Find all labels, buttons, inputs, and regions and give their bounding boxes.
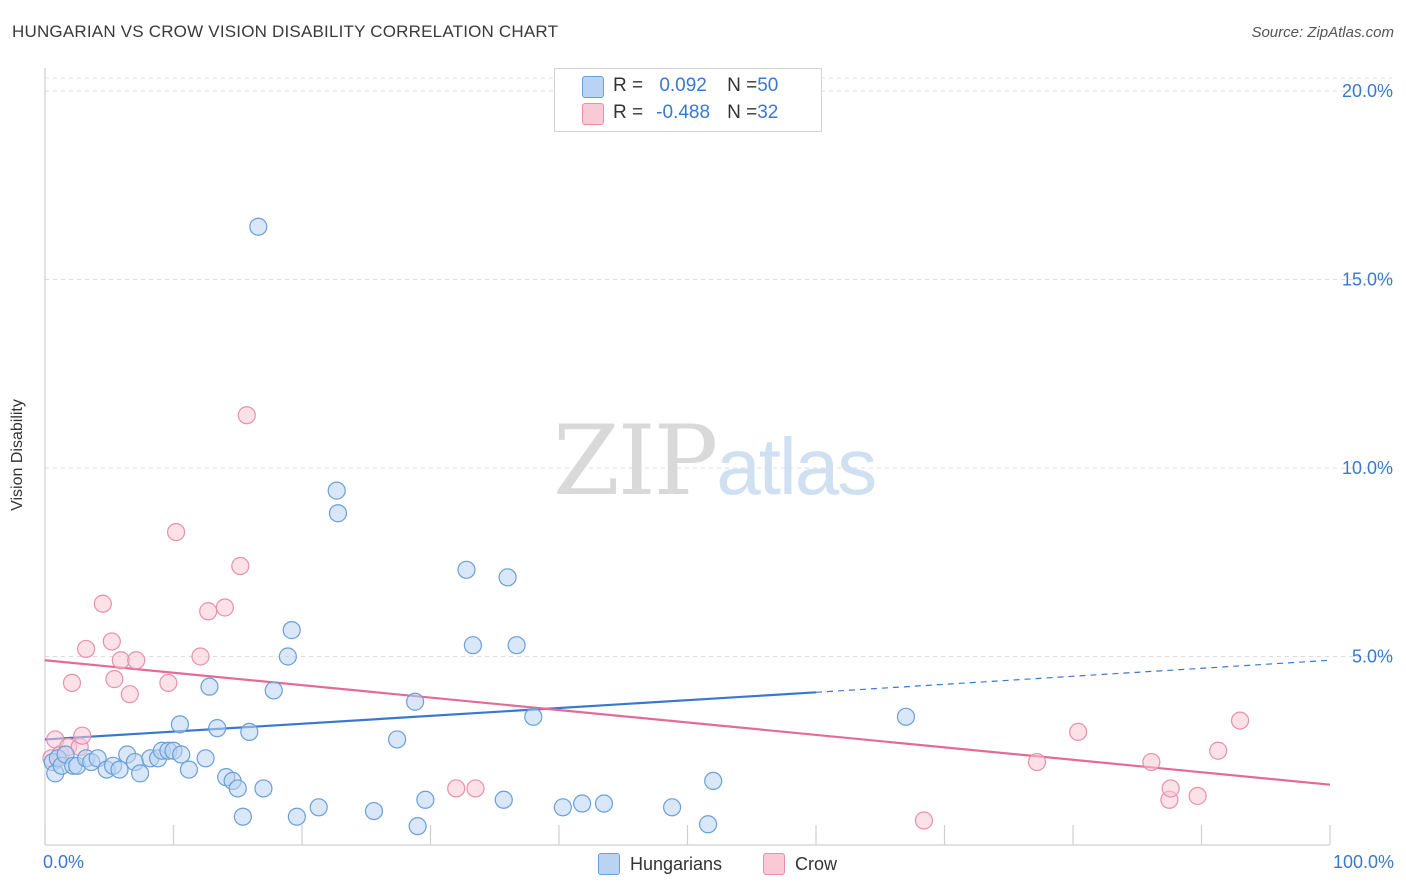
data-point-crow [231,556,250,576]
data-point-hungarians [196,749,215,768]
data-point-hungarians [287,807,306,826]
bottom-legend-crow: Crow [763,851,837,877]
legend-n-label: N = [727,75,758,96]
y-tick-label: 15.0% [1342,270,1393,290]
x-tick-label-min: 0.0% [43,852,85,872]
data-point-crow [127,651,146,670]
correlation-legend: R = 0.092 N = 50 R = -0.488 N = 32 [554,68,822,132]
data-point-hungarians [309,798,328,817]
data-point-hungarians [172,745,191,764]
data-point-crow [466,779,485,798]
bottom-legend-hungarians: Hungarians [598,851,722,877]
data-point-crow [191,647,210,666]
data-point-hungarians [240,722,259,742]
data-point-crow [77,639,96,659]
data-point-crow [105,670,124,689]
data-point-hungarians [254,779,273,798]
bottom-legend-label: Crow [795,853,838,874]
legend-n-label: N = [727,102,758,123]
data-point-hungarians [405,692,425,711]
data-point-crow [199,602,218,621]
data-point-crow [93,594,112,613]
legend-row-hungarians: R = 0.092 N = 50 [613,73,778,99]
data-point-hungarians [233,807,252,826]
data-point-hungarians [416,790,435,809]
x-tick-label-max: 100.0% [1332,852,1394,872]
legend-r-value: 0.092 [659,75,707,96]
data-point-crow [111,651,130,670]
data-point-hungarians [264,681,283,700]
data-point-hungarians [130,764,150,783]
chart-title: HUNGARIAN VS CROW VISION DISABILITY CORR… [12,22,559,41]
data-point-crow [1142,752,1161,772]
data-point-crow [1209,741,1228,760]
data-point-hungarians [249,217,268,236]
data-point-crow [914,811,934,830]
watermark-zip: ZIP [553,405,718,517]
y-tick-label: 20.0% [1342,81,1393,101]
data-point-crow [73,726,92,745]
data-point-crow [447,779,466,798]
legend-row-crow: R = -0.488 N = 32 [613,100,778,126]
data-point-crow [1230,711,1250,730]
bottom-legend-swatch-hungarians [598,853,620,875]
data-point-hungarians [200,677,219,696]
data-point-hungarians [278,647,297,666]
data-point-hungarians [498,568,517,587]
data-point-crow [62,673,82,692]
data-point-hungarians [698,815,718,834]
y-tick-label: 5.0% [1352,647,1393,667]
data-point-crow [215,598,234,617]
data-point-crow [1161,779,1180,798]
legend-n-value: 50 [757,75,779,96]
data-point-hungarians [704,771,723,791]
source-label: Source: ZipAtlas.com [1251,24,1394,41]
data-point-hungarians [387,730,407,749]
data-point-hungarians [662,798,682,817]
data-point-hungarians [110,760,129,779]
data-point-crow [159,673,178,692]
data-point-hungarians [573,794,592,813]
legend-r-label: R = [613,75,644,96]
data-point-crow [102,632,121,651]
data-point-crow [1188,786,1207,806]
legend-swatch-hungarians [582,76,604,98]
data-point-hungarians [494,790,513,809]
data-point-hungarians [457,560,476,579]
data-point-hungarians [524,707,543,726]
y-axis-label: Vision Disability [9,399,26,511]
data-point-hungarians [327,481,346,500]
data-point-hungarians [179,760,199,779]
legend-r-value: -0.488 [656,102,711,123]
data-point-hungarians [170,715,190,734]
data-point-crow [1027,752,1047,772]
watermark: ZIPatlas [553,405,877,517]
data-point-hungarians [408,817,427,836]
data-point-hungarians [328,504,348,523]
data-point-hungarians [228,779,247,798]
data-point-crow [166,522,186,542]
trend-line-hungarians [44,691,817,741]
trend-line-crow [44,659,1331,786]
legend-n-value: 32 [757,102,779,123]
data-point-hungarians [463,636,483,655]
data-point-crow [1069,722,1088,742]
trend-line-hungarians-extrapolated [815,659,1331,693]
watermark-atlas: atlas [716,422,877,511]
legend-r-label: R = [613,102,644,123]
data-point-crow [120,685,139,704]
data-point-hungarians [553,798,572,817]
y-tick-label: 10.0% [1342,458,1393,478]
data-point-hungarians [896,707,916,726]
bottom-legend-label: Hungarians [630,853,723,874]
data-point-hungarians [594,794,614,813]
data-point-hungarians [507,636,526,655]
data-point-hungarians [364,801,384,821]
data-point-hungarians [208,719,227,738]
bottom-legend-swatch-crow [763,853,785,875]
legend-swatch-crow [582,103,604,125]
data-point-crow [237,406,256,425]
data-point-hungarians [282,621,301,640]
